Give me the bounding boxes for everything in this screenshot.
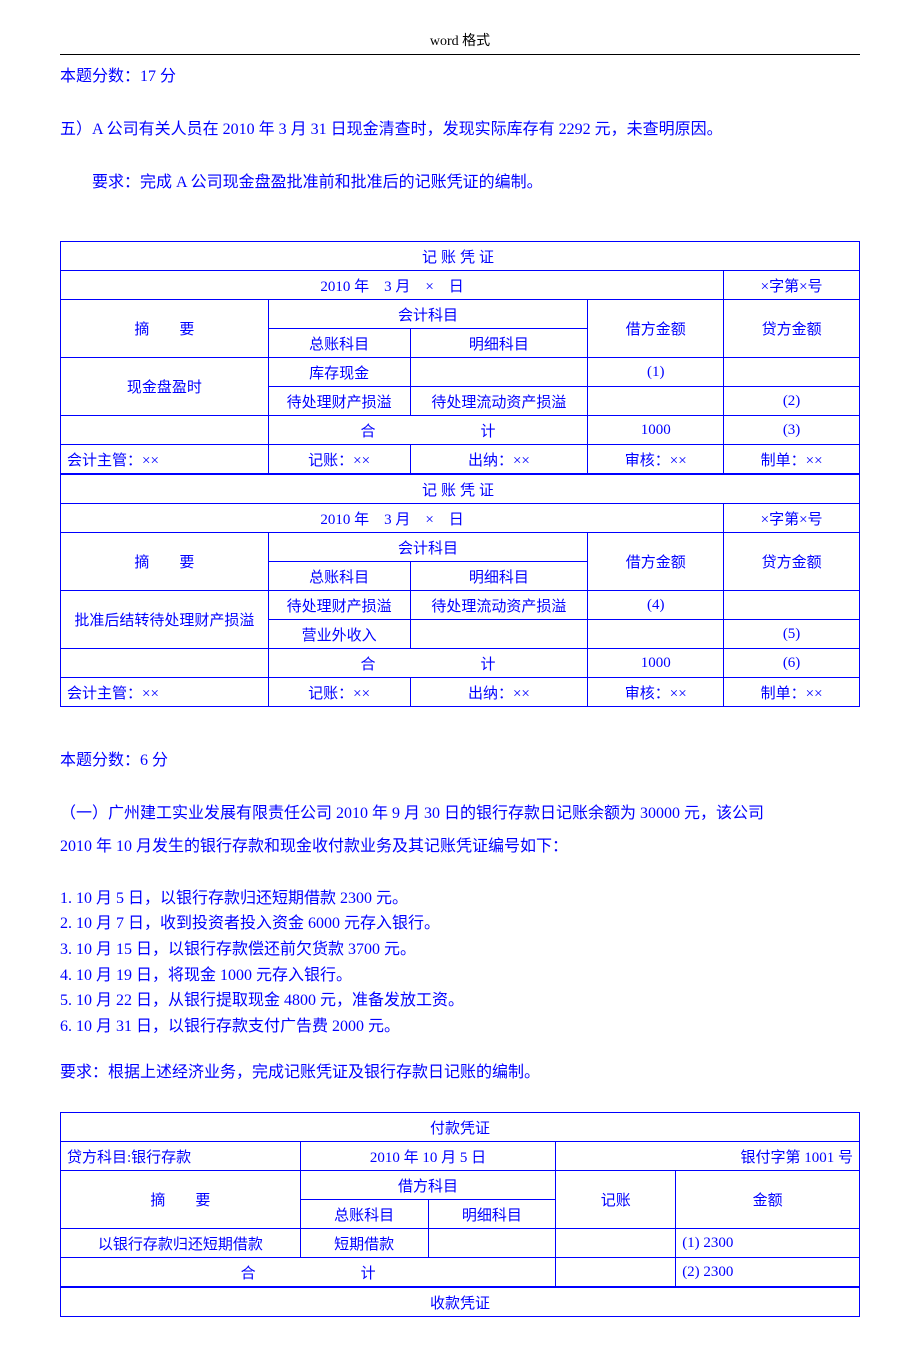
voucher1-row1-debit: (1) — [588, 358, 724, 387]
list-item: 2. 10 月 7 日，收到投资者投入资金 6000 元存入银行。 — [60, 911, 860, 937]
payvoucher-total-amount: (2) 2300 — [676, 1258, 860, 1287]
list-item: 4. 10 月 19 日，将现金 1000 元存入银行。 — [60, 963, 860, 989]
voucher2-date: 2010 年 3 月 × 日 — [61, 504, 724, 533]
payvoucher-col-amount: 金额 — [676, 1171, 860, 1229]
payment-voucher-table: 付款凭证 贷方科目:银行存款 2010 年 10 月 5 日 银付字第 1001… — [60, 1112, 860, 1287]
voucher2-col-summary: 摘 要 — [61, 533, 269, 591]
voucher2-col-debit: 借方金额 — [588, 533, 724, 591]
voucher2-sig-preparer: 制单：×× — [724, 678, 860, 707]
payvoucher-row1-amount: (1) 2300 — [676, 1229, 860, 1258]
intro-line-1: （一）广州建工实业发展有限责任公司 2010 年 9 月 30 日的银行存款日记… — [60, 800, 860, 829]
payvoucher-docno: 银付字第 1001 号 — [556, 1142, 860, 1171]
voucher2-docno: ×字第×号 — [724, 504, 860, 533]
voucher1-sig-cashier: 出纳：×× — [410, 445, 588, 474]
requirement-1: 要求：完成 A 公司现金盘盈批准前和批准后的记账凭证的编制。 — [60, 169, 860, 198]
payvoucher-credit-subject: 贷方科目:银行存款 — [61, 1142, 301, 1171]
voucher1-col-summary: 摘 要 — [61, 300, 269, 358]
voucher1-sig-supervisor: 会计主管：×× — [61, 445, 269, 474]
voucher1-col-debit: 借方金额 — [588, 300, 724, 358]
voucher1-total-credit: (3) — [724, 416, 860, 445]
payvoucher-date: 2010 年 10 月 5 日 — [300, 1142, 556, 1171]
payvoucher-col-book: 记账 — [556, 1171, 676, 1229]
voucher1-sub-ledger: 总账科目 — [268, 329, 410, 358]
requirement-2: 要求：根据上述经济业务，完成记账凭证及银行存款日记账的编制。 — [60, 1059, 860, 1088]
voucher2-row2-ledger: 营业外收入 — [268, 620, 410, 649]
voucher1-col-subject: 会计科目 — [268, 300, 588, 329]
payvoucher-col-debit-subject: 借方科目 — [300, 1171, 556, 1200]
receipt-voucher-table: 收款凭证 — [60, 1287, 860, 1317]
voucher1-docno: ×字第×号 — [724, 271, 860, 300]
list-item: 6. 10 月 31 日，以银行存款支付广告费 2000 元。 — [60, 1014, 860, 1040]
voucher1-row1-ledger: 库存现金 — [268, 358, 410, 387]
payvoucher-row1-summary: 以银行存款归还短期借款 — [61, 1229, 301, 1258]
voucher2-sig-auditor: 审核：×× — [588, 678, 724, 707]
intro-line-2: 2010 年 10 月发生的银行存款和现金收付款业务及其记账凭证编号如下： — [60, 833, 860, 862]
voucher1-row2-detail: 待处理流动资产损溢 — [410, 387, 588, 416]
voucher2-total-debit: 1000 — [588, 649, 724, 678]
voucher2-sig-supervisor: 会计主管：×× — [61, 678, 269, 707]
voucher2-row1-detail: 待处理流动资产损溢 — [410, 591, 588, 620]
voucher2-total-credit: (6) — [724, 649, 860, 678]
voucher2-row2-debit — [588, 620, 724, 649]
voucher1-col-credit: 贷方金额 — [724, 300, 860, 358]
voucher2-title: 记账凭证 — [61, 475, 860, 504]
voucher-table-1: 记账凭证 2010 年 3 月 × 日 ×字第×号 摘 要 会计科目 借方金额 … — [60, 241, 860, 474]
payvoucher-sub-detail: 明细科目 — [428, 1200, 556, 1229]
voucher2-row2-credit: (5) — [724, 620, 860, 649]
voucher1-date: 2010 年 3 月 × 日 — [61, 271, 724, 300]
voucher1-sub-detail: 明细科目 — [410, 329, 588, 358]
list-item: 5. 10 月 22 日，从银行提取现金 4800 元，准备发放工资。 — [60, 988, 860, 1014]
payvoucher-total-label: 合 计 — [61, 1258, 556, 1287]
voucher1-sig-preparer: 制单：×× — [724, 445, 860, 474]
voucher2-row1-ledger: 待处理财产损溢 — [268, 591, 410, 620]
voucher1-title: 记账凭证 — [61, 242, 860, 271]
voucher1-row1-detail — [410, 358, 588, 387]
payvoucher-sub-ledger: 总账科目 — [300, 1200, 428, 1229]
voucher2-sub-detail: 明细科目 — [410, 562, 588, 591]
voucher2-total-label: 合 计 — [268, 649, 588, 678]
voucher2-row2-detail — [410, 620, 588, 649]
voucher2-row1-summary: 批准后结转待处理财产损溢 — [61, 591, 269, 649]
voucher1-sig-auditor: 审核：×× — [588, 445, 724, 474]
payvoucher-title: 付款凭证 — [61, 1113, 860, 1142]
list-item: 1. 10 月 5 日，以银行存款归还短期借款 2300 元。 — [60, 886, 860, 912]
voucher2-row1-debit: (4) — [588, 591, 724, 620]
voucher2-col-subject: 会计科目 — [268, 533, 588, 562]
voucher1-sig-bookkeeper: 记账：×× — [268, 445, 410, 474]
voucher1-row2-credit: (2) — [724, 387, 860, 416]
payvoucher-col-summary: 摘 要 — [61, 1171, 301, 1229]
page-header: word 格式 — [60, 30, 860, 55]
voucher2-col-credit: 贷方金额 — [724, 533, 860, 591]
receiptvoucher-title: 收款凭证 — [61, 1288, 860, 1317]
list-item: 3. 10 月 15 日，以银行存款偿还前欠货款 3700 元。 — [60, 937, 860, 963]
voucher-table-2: 记账凭证 2010 年 3 月 × 日 ×字第×号 摘 要 会计科目 借方金额 … — [60, 474, 860, 707]
transaction-list: 1. 10 月 5 日，以银行存款归还短期借款 2300 元。 2. 10 月 … — [60, 886, 860, 1040]
voucher1-row1-summary: 现金盘盈时 — [61, 358, 269, 416]
score-line-2: 本题分数：6 分 — [60, 747, 860, 776]
voucher2-sub-ledger: 总账科目 — [268, 562, 410, 591]
document-page: word 格式 本题分数：17 分 五）A 公司有关人员在 2010 年 3 月… — [0, 0, 920, 1347]
voucher2-sig-cashier: 出纳：×× — [410, 678, 588, 707]
voucher1-row1-credit — [724, 358, 860, 387]
voucher1-row2-debit — [588, 387, 724, 416]
voucher1-row2-ledger: 待处理财产损溢 — [268, 387, 410, 416]
voucher1-total-label: 合 计 — [268, 416, 588, 445]
score-line-1: 本题分数：17 分 — [60, 63, 860, 92]
payvoucher-row1-ledger: 短期借款 — [300, 1229, 428, 1258]
question-5: 五）A 公司有关人员在 2010 年 3 月 31 日现金清查时，发现实际库存有… — [60, 116, 860, 145]
voucher2-sig-bookkeeper: 记账：×× — [268, 678, 410, 707]
voucher1-total-debit: 1000 — [588, 416, 724, 445]
voucher2-row1-credit — [724, 591, 860, 620]
